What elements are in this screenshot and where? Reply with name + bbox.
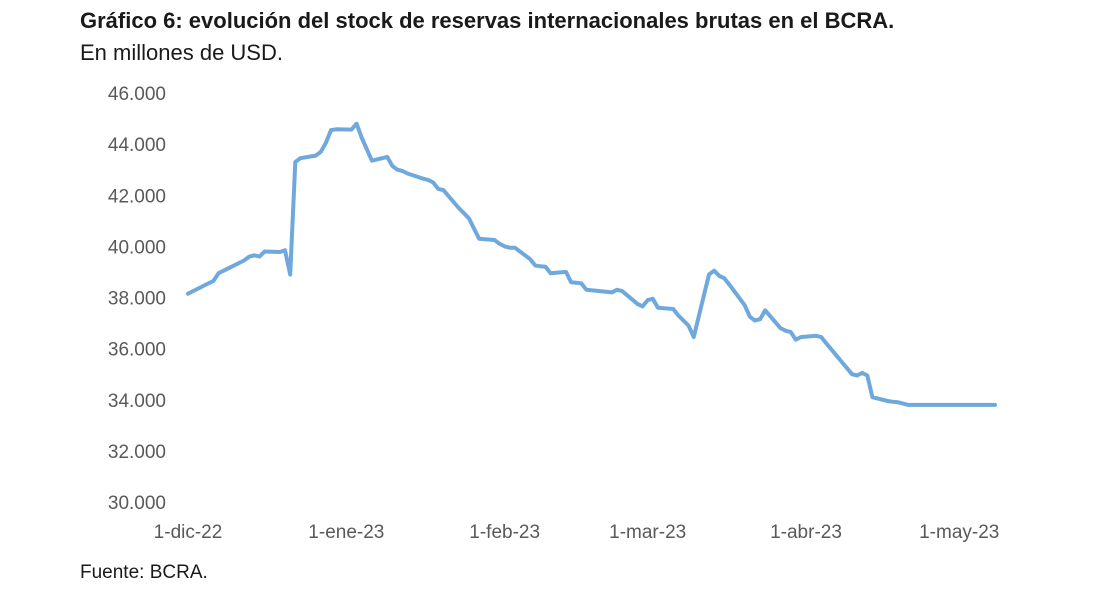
x-tick-label: 1-abr-23 — [770, 522, 842, 543]
y-tick-label: 42.000 — [108, 186, 166, 207]
x-tick-label: 1-may-23 — [919, 522, 999, 543]
y-tick-label: 34.000 — [108, 391, 166, 412]
source-note: Fuente: BCRA. — [80, 562, 208, 583]
y-axis: 30.000 32.000 34.000 36.000 38.000 40.000 42.0… — [108, 84, 166, 514]
y-tick-label: 38.000 — [108, 289, 166, 310]
x-tick-label: 1-ene-23 — [308, 522, 384, 543]
y-tick-label: 40.000 — [108, 237, 166, 258]
y-tick-label: 32.000 — [108, 442, 166, 463]
y-tick-label: 36.000 — [108, 340, 166, 361]
x-tick-label: 1-mar-23 — [609, 522, 686, 543]
x-axis: 1-dic-22 1-ene-23 1-feb-23 1-mar-23 1-abr-23… — [154, 522, 1000, 543]
y-tick-label: 44.000 — [108, 135, 166, 156]
x-tick-label: 1-dic-22 — [154, 522, 223, 543]
chart-title: Gráfico 6: evolución del stock de reserv… — [80, 8, 895, 33]
x-tick-label: 1-feb-23 — [469, 522, 540, 543]
y-tick-label: 46.000 — [108, 84, 166, 105]
y-tick-label: 30.000 — [108, 493, 166, 514]
chart-subtitle: En millones de USD. — [80, 40, 283, 65]
reserves-series-line — [186, 121, 997, 407]
series-group — [186, 121, 997, 407]
